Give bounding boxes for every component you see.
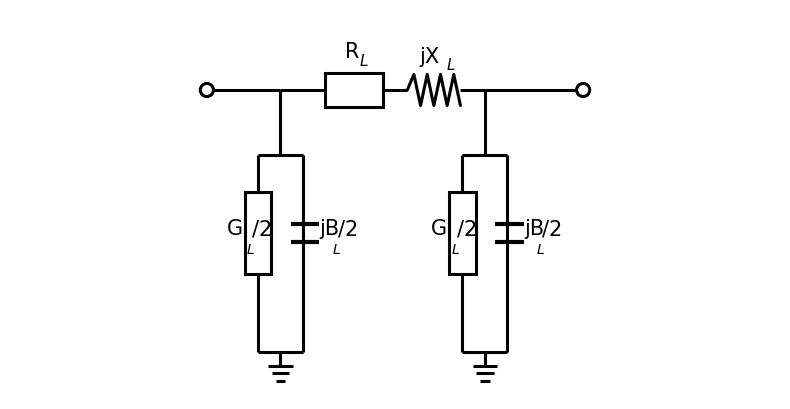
Bar [325,72,382,107]
Text: G: G [227,219,243,239]
Text: L: L [537,243,544,257]
Text: L: L [246,243,254,257]
Text: L: L [360,54,369,68]
Bar [450,192,476,274]
Text: jB: jB [319,219,340,239]
Text: jX: jX [419,47,440,67]
Text: L: L [451,243,459,257]
Text: L: L [447,58,455,73]
Text: jB: jB [524,219,544,239]
Text: G: G [431,219,447,239]
Bar [245,192,271,274]
Text: R: R [345,43,359,62]
Text: /2: /2 [252,219,273,239]
Text: L: L [333,243,340,257]
Text: /2: /2 [542,219,562,239]
Text: /2: /2 [338,219,358,239]
Text: /2: /2 [457,219,477,239]
